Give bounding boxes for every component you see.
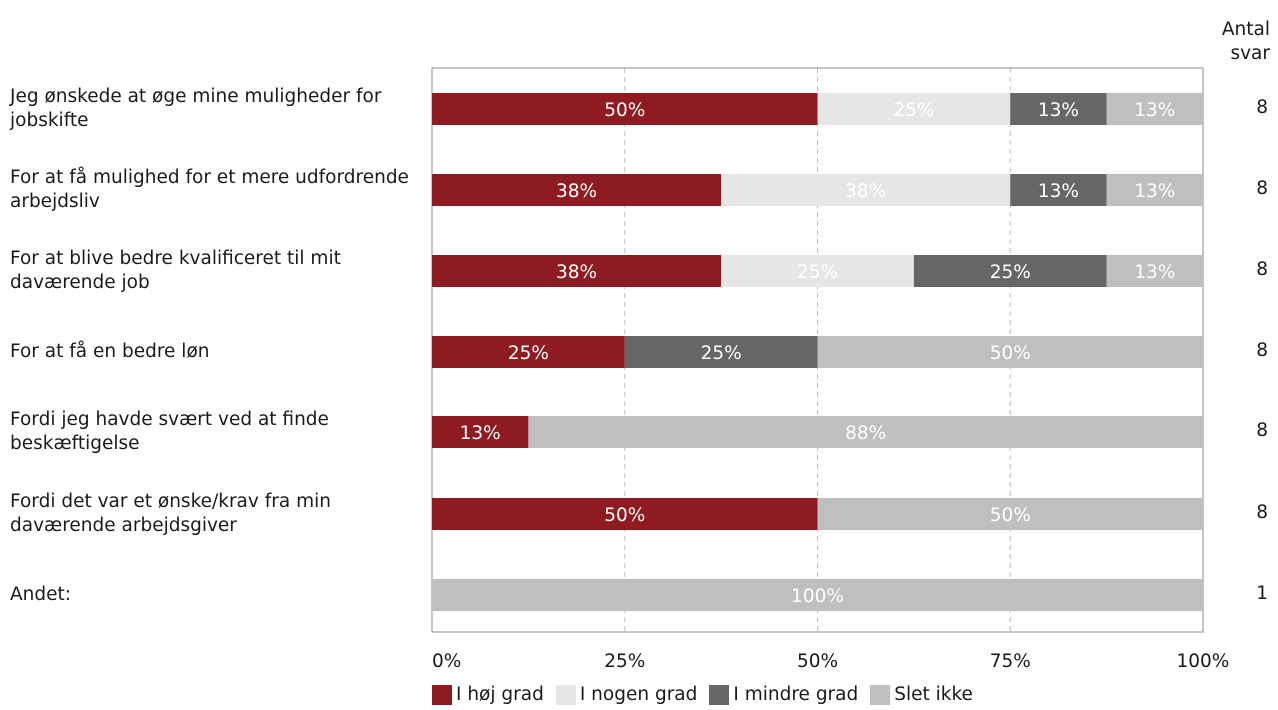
bar-segment — [432, 416, 529, 448]
legend-item: I mindre grad — [709, 684, 858, 705]
bar-data-label: 38% — [845, 181, 886, 202]
legend-swatch — [870, 684, 891, 705]
bar-data-label: 25% — [797, 262, 838, 283]
bar-segment — [913, 255, 1107, 287]
category-label: For at få en bedre løn — [10, 341, 210, 362]
bar-segment — [721, 174, 1011, 206]
legend-label: Slet ikke — [894, 684, 973, 705]
category-label: Andet: — [10, 584, 71, 605]
legend-swatch — [432, 684, 452, 705]
bar-segment — [817, 93, 1011, 125]
bar-data-label: 13% — [460, 423, 501, 444]
legend: I høj grad I nogen grad I mindre grad Slet … — [432, 684, 985, 705]
bar-data-label: 38% — [556, 262, 597, 283]
bar-data-label: 13% — [1134, 181, 1175, 202]
count-label: 8 — [1256, 420, 1268, 441]
legend-label: I nogen grad — [579, 684, 698, 705]
count-label: 8 — [1256, 340, 1268, 361]
bar-data-label: 13% — [1038, 100, 1079, 121]
bar-data-label: 88% — [845, 423, 886, 444]
legend-swatch — [709, 684, 730, 705]
category-label: For at få mulighed for et mere udfordren… — [10, 167, 409, 212]
legend-label: I høj grad — [456, 684, 544, 705]
bar-data-label: 13% — [1134, 262, 1175, 283]
category-label: For at blive bedre kvalificeret til mit … — [10, 248, 341, 293]
legend-item: I nogen grad — [555, 684, 698, 705]
bar-data-label: 13% — [1038, 181, 1079, 202]
count-label: 1 — [1256, 583, 1268, 604]
legend-item: I høj grad — [432, 684, 544, 705]
bar-data-label: 50% — [990, 505, 1031, 526]
x-tick-label: 100% — [1176, 651, 1230, 672]
bar-segment — [1010, 93, 1107, 125]
bar-data-label: 50% — [604, 505, 645, 526]
bar-data-label: 50% — [604, 100, 645, 121]
bar-data-label: 50% — [990, 343, 1031, 364]
bar-segment — [432, 336, 625, 368]
bar-segment — [432, 255, 722, 287]
x-tick-label: 25% — [604, 651, 646, 672]
counts-header-line: svar — [1230, 43, 1270, 64]
bar-data-label: 13% — [1134, 100, 1175, 121]
bar-segment — [432, 579, 1203, 611]
bar-segment — [817, 498, 1203, 530]
count-label: 8 — [1256, 178, 1268, 199]
bar-segment — [1010, 174, 1107, 206]
category-label: Jeg ønskede at øge mine muligheder for j… — [10, 86, 382, 131]
bar-data-label: 25% — [508, 343, 549, 364]
bar-data-label: 25% — [990, 262, 1031, 283]
legend-swatch — [555, 684, 576, 705]
bar-segment — [1106, 174, 1203, 206]
bar-segment — [528, 416, 1203, 448]
bar-segment — [1106, 255, 1203, 287]
bars: 50% 25% 13% 13% 38% 38% 13% 13% 38% 25% 25% 13% 25% 2… — [432, 93, 1203, 611]
x-tick-label: 75% — [989, 651, 1031, 672]
category-label: Fordi det var et ønske/krav fra min davæ… — [10, 491, 331, 536]
bar-data-label: 38% — [556, 181, 597, 202]
bar-segment — [432, 93, 818, 125]
bar-segment — [721, 255, 914, 287]
legend-item: Slet ikke — [870, 684, 973, 705]
counts-header-line: Antal — [1221, 19, 1270, 40]
count-label: 8 — [1256, 502, 1268, 523]
bar-segment — [817, 336, 1203, 368]
bar-data-label: 25% — [701, 343, 742, 364]
bar-segment — [624, 336, 818, 368]
x-tick-label: 50% — [797, 651, 839, 672]
category-label: Fordi jeg havde svært ved at finde beskæ… — [10, 409, 329, 454]
bar-data-label: 100% — [791, 586, 844, 607]
count-label: 8 — [1256, 97, 1268, 118]
bar-segment — [432, 174, 722, 206]
count-label: 8 — [1256, 259, 1268, 280]
counts-header: Antal svar — [1190, 18, 1270, 66]
bar-segment — [432, 498, 818, 530]
bar-segment — [1106, 93, 1203, 125]
bar-data-label: 25% — [893, 100, 934, 121]
legend-label: I mindre grad — [733, 684, 859, 705]
x-tick-label: 0% — [432, 651, 462, 672]
